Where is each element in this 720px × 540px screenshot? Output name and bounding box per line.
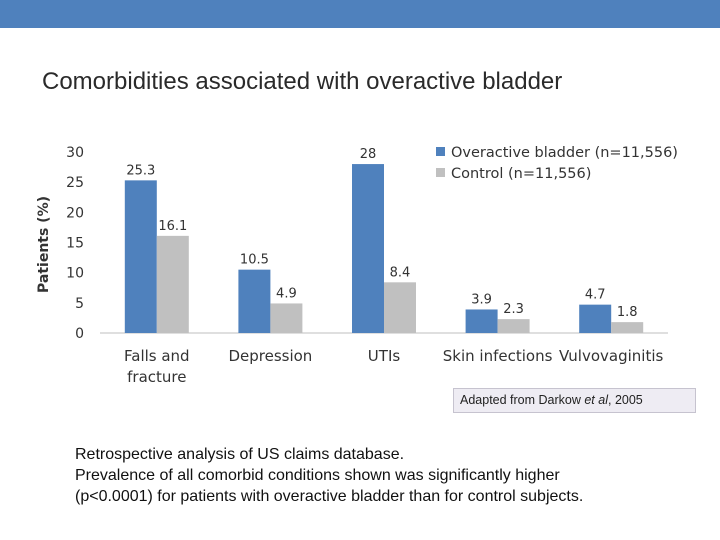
bar-oab <box>124 180 157 333</box>
bar-control <box>497 319 530 333</box>
data-label: 4.9 <box>276 286 297 301</box>
y-tick-label: 15 <box>66 236 84 252</box>
y-axis: 0 5 10 15 20 25 30 Patients (%) <box>36 145 84 342</box>
bar-chart: 0 5 10 15 20 25 30 Patients (%) Falls and fractu… <box>36 145 678 386</box>
y-tick-label: 10 <box>66 266 84 282</box>
data-label: 1.8 <box>617 305 638 320</box>
bar-control <box>270 303 303 333</box>
data-label: 8.4 <box>390 265 411 280</box>
data-label: 3.9 <box>471 292 492 307</box>
bar-oab <box>352 164 384 333</box>
caption-suffix: , 2005 <box>608 393 643 407</box>
bar-control <box>611 322 644 333</box>
note-line: (p<0.0001) for patients with overactive … <box>75 488 584 505</box>
data-label: 16.1 <box>158 219 187 234</box>
bar-control <box>384 282 416 333</box>
caption-italic: et al <box>584 393 608 407</box>
x-tick-label: Vulvovaginitis <box>559 347 663 365</box>
top-accent-bar <box>0 0 720 28</box>
note-line: Retrospective analysis of US claims data… <box>75 446 405 463</box>
data-label: 10.5 <box>240 253 269 268</box>
x-tick-label: fracture <box>127 368 186 386</box>
source-caption: Adapted from Darkow et al, 2005 <box>453 388 696 413</box>
bars <box>124 164 644 333</box>
slide-notes: Retrospective analysis of US claims data… <box>75 444 705 507</box>
bar-oab <box>465 309 498 333</box>
y-tick-label: 5 <box>75 296 84 312</box>
legend: Overactive bladder (n=11,556) Control (n=… <box>436 145 678 182</box>
y-axis-title: Patients (%) <box>36 196 52 293</box>
slide-title: Comorbidities associated with overactive… <box>42 68 563 95</box>
x-axis: Falls and fracture Depression UTIs Skin infe… <box>100 332 668 386</box>
x-tick-label: Skin infections <box>443 347 553 365</box>
bar-oab <box>579 304 612 333</box>
data-label: 2.3 <box>503 302 524 317</box>
x-tick-label: Depression <box>228 347 312 365</box>
legend-label: Control (n=11,556) <box>451 166 591 182</box>
y-tick-label: 0 <box>75 326 84 342</box>
legend-label: Overactive bladder (n=11,556) <box>451 145 678 161</box>
y-tick-label: 25 <box>66 175 84 191</box>
legend-swatch <box>436 147 445 156</box>
bar-oab <box>238 269 271 333</box>
note-line: Prevalence of all comorbid conditions sh… <box>75 467 560 484</box>
x-tick-label: Falls and <box>124 347 190 365</box>
y-tick-label: 20 <box>66 205 84 221</box>
legend-swatch <box>436 168 445 177</box>
data-label: 4.7 <box>585 288 606 303</box>
caption-prefix: Adapted from Darkow <box>460 393 585 407</box>
data-label: 28 <box>360 147 377 162</box>
data-label: 25.3 <box>126 163 155 178</box>
y-tick-label: 30 <box>66 145 84 161</box>
bar-control <box>156 235 189 333</box>
data-labels: 25.3 16.1 10.5 4.9 28 8.4 3.9 2.3 4.7 1.8 <box>126 147 637 320</box>
x-tick-label: UTIs <box>368 347 401 365</box>
